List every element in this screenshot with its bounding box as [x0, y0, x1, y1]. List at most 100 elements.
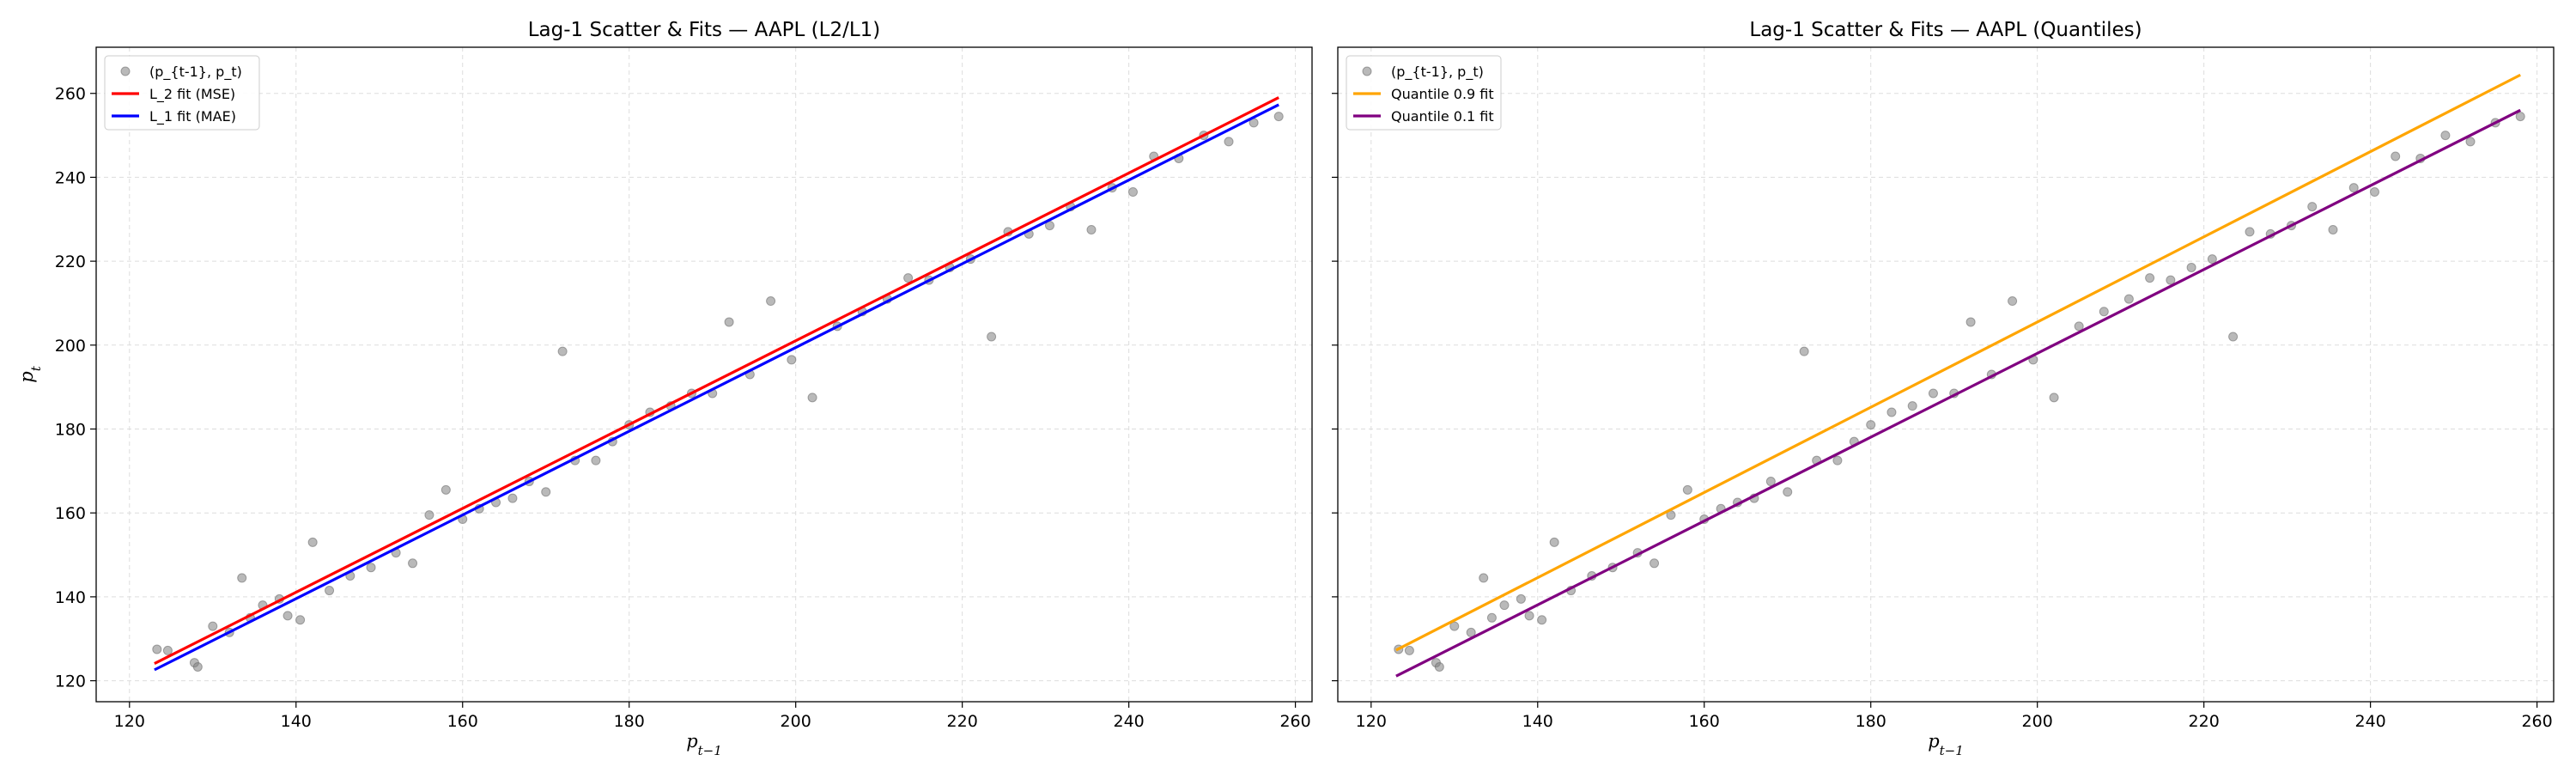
- scatter-point: [208, 621, 218, 631]
- axes-frame: [1337, 46, 2555, 703]
- legend-label: (p_{t-1}, p_t): [1391, 64, 1484, 81]
- y-tick-label: 200: [55, 337, 86, 356]
- scatter-point: [1649, 558, 1660, 569]
- x-tick-label: 220: [947, 712, 978, 731]
- chart-title: Lag-1 Scatter & Fits — AAPL (L2/L1): [528, 19, 881, 41]
- scatter-point: [1799, 346, 1809, 356]
- scatter-point: [2186, 262, 2196, 272]
- scatter-point: [2328, 224, 2338, 234]
- scatter-point: [408, 558, 418, 569]
- y-axis-label: pt: [16, 365, 44, 382]
- legend-label: Quantile 0.1 fit: [1391, 108, 1494, 125]
- y-tick-label: 160: [55, 504, 86, 523]
- scatter-point: [1524, 611, 1534, 621]
- scatter-point: [2440, 131, 2451, 141]
- scatter-point: [307, 537, 318, 547]
- legend-marker-scatter: [1362, 66, 1372, 76]
- scatter-point: [1549, 537, 1559, 547]
- y-tick-label: 220: [55, 253, 86, 271]
- scatter-point: [1965, 317, 1976, 327]
- legend-label: Quantile 0.9 fit: [1391, 86, 1494, 102]
- axes-frame: [95, 46, 1313, 703]
- scatter-point: [1224, 137, 1234, 147]
- scatter-point: [1273, 112, 1284, 122]
- x-tick-label: 220: [2189, 712, 2220, 731]
- scatter-point: [2515, 112, 2525, 122]
- scatter-point: [424, 510, 434, 520]
- scatter-point: [1434, 661, 1444, 672]
- x-tick-label: 260: [1279, 712, 1310, 731]
- legend-frame: [1346, 55, 1502, 131]
- scatter-point: [1765, 477, 1776, 487]
- scatter-point: [2074, 321, 2084, 332]
- scatter-point: [2099, 307, 2109, 317]
- scatter-point: [724, 317, 734, 327]
- scatter-point: [1783, 487, 1793, 497]
- scatter-point: [787, 355, 797, 365]
- scatter-point: [2391, 151, 2401, 161]
- fit-line: [1395, 108, 2521, 678]
- y-tick-label: 260: [55, 85, 86, 104]
- x-tick-label: 160: [1689, 712, 1720, 731]
- x-tick-label: 180: [1856, 712, 1886, 731]
- scatter-point: [366, 563, 376, 573]
- legend: (p_{t-1}, p_t) Quantile 0.9 fit Quantile 0…: [1346, 55, 1502, 131]
- x-tick-label: 120: [1356, 712, 1387, 731]
- x-tick-label: 200: [2022, 712, 2053, 731]
- y-tick-label: 120: [55, 673, 86, 691]
- scatter-point: [2348, 183, 2359, 193]
- x-tick-label: 140: [281, 712, 312, 731]
- scatter-point: [1479, 573, 1489, 583]
- scatter-point: [1682, 484, 1692, 495]
- scatter-point: [2369, 187, 2379, 198]
- scatter-point: [557, 346, 568, 356]
- scatter-point: [1404, 645, 1414, 655]
- x-tick-label: 240: [2354, 712, 2385, 731]
- scatter-point: [440, 484, 451, 495]
- scatter-point: [987, 332, 997, 342]
- scatter-point: [1449, 621, 1460, 631]
- scatter-point: [1499, 600, 1510, 611]
- scatter-point: [1537, 615, 1547, 625]
- scatter-point: [1928, 388, 1938, 399]
- scatter-point: [2166, 275, 2176, 285]
- fit-line: [1395, 73, 2521, 652]
- chart-panel-left: 120 140 160 180 200 220 240 260 120 140 160 180 200 2…: [16, 19, 1313, 758]
- x-axis-label: pt−1: [1928, 731, 1964, 758]
- legend-label: (p_{t-1}, p_t): [149, 64, 242, 81]
- scatter-point: [591, 455, 601, 466]
- chart-panel-right: 120 140 160 180 200 220 240 260 Lag-1 Scatter & …: [1332, 19, 2555, 758]
- chart-title: Lag-1 Scatter & Fits — AAPL (Quantiles): [1749, 19, 2142, 41]
- x-tick-label: 180: [614, 712, 645, 731]
- scatter-point: [903, 273, 914, 283]
- y-tick-label: 140: [55, 588, 86, 607]
- legend-frame: [104, 55, 260, 131]
- x-tick-label: 120: [114, 712, 145, 731]
- scatter-point: [1832, 455, 1843, 466]
- x-tick-label: 140: [1522, 712, 1553, 731]
- legend-label: L_1 fit (MAE): [149, 108, 236, 125]
- scatter-point: [295, 615, 306, 625]
- scatter-point: [807, 393, 817, 403]
- x-tick-label: 240: [1113, 712, 1144, 731]
- scatter-point: [2465, 137, 2476, 147]
- scatter-point: [766, 296, 776, 307]
- scatter-point: [237, 573, 247, 583]
- scatter-point: [1907, 401, 1917, 411]
- fit-line: [154, 103, 1279, 672]
- x-tick-label: 200: [781, 712, 811, 731]
- legend-label: L_2 fit (MSE): [149, 86, 235, 103]
- scatter-point: [162, 645, 173, 655]
- legend-marker-scatter: [120, 66, 131, 76]
- scatter-point: [283, 611, 293, 621]
- scatter-point: [507, 493, 518, 503]
- scatter-point: [2008, 296, 2018, 307]
- scatter-point: [1486, 612, 1497, 623]
- scatter-point: [2228, 332, 2239, 342]
- scatter-point: [192, 661, 203, 672]
- scatter-point: [1086, 224, 1097, 234]
- fit-line: [154, 96, 1279, 665]
- scatter-point: [2207, 254, 2217, 265]
- x-axis-label: pt−1: [686, 731, 722, 758]
